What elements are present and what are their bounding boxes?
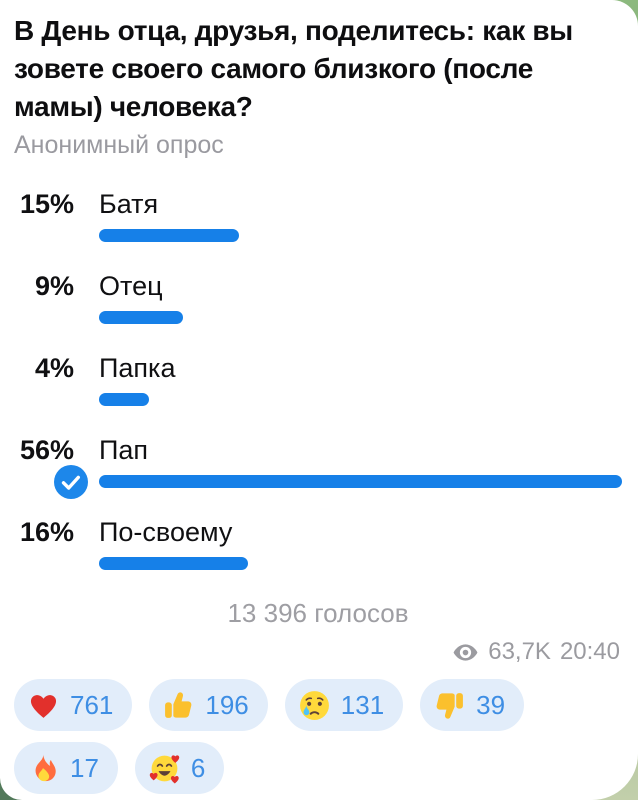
reaction-count: 6 xyxy=(190,752,206,783)
option-label: Пап xyxy=(99,435,149,465)
poll-option-row[interactable]: 15% Батя xyxy=(14,189,622,242)
reaction-count: 17 xyxy=(70,752,99,783)
option-result-bar xyxy=(99,393,149,406)
views-count: 63,7K xyxy=(488,638,551,665)
poll-option-row[interactable]: 4% Папка xyxy=(14,353,622,406)
option-percent: 15% xyxy=(19,189,74,219)
poll-option-row[interactable]: 16% По-своему xyxy=(14,517,622,570)
option-bar-row xyxy=(99,311,622,324)
poll-option-row[interactable]: 56% Пап xyxy=(14,435,622,499)
option-result-bar xyxy=(99,229,240,242)
fire-emoji xyxy=(35,753,56,781)
thumbs-up-emoji xyxy=(165,691,192,718)
reaction-pill[interactable]: 17 xyxy=(14,742,118,794)
reaction-pill[interactable]: 39 xyxy=(420,679,525,731)
reaction-count: 196 xyxy=(205,689,249,720)
crying-face-emoji xyxy=(299,690,329,720)
option-label: Папка xyxy=(99,353,176,383)
reaction-pill[interactable]: 131 xyxy=(284,679,404,731)
option-percent: 56% xyxy=(19,435,74,465)
option-percent: 16% xyxy=(19,517,74,547)
reaction-pill[interactable]: 196 xyxy=(149,679,268,731)
option-result-bar xyxy=(99,475,622,488)
poll-question: В День отца, друзья, поделитесь: как вы … xyxy=(14,15,573,122)
poll-option-row[interactable]: 9% Отец xyxy=(14,271,622,324)
poll-options: 15% Батя 9% Отец 4% Папка xyxy=(14,189,622,570)
option-percent: 4% xyxy=(34,353,74,383)
option-result-bar xyxy=(99,311,184,324)
smiling-face-with-hearts-emoji xyxy=(149,754,180,783)
option-bar-row xyxy=(54,465,622,499)
option-label: Батя xyxy=(99,189,159,219)
poll-votes-count: 13 396 голосов xyxy=(227,598,409,628)
option-label: По-своему xyxy=(99,517,233,547)
voted-check-icon xyxy=(54,465,88,499)
option-label: Отец xyxy=(99,271,163,301)
poll-type-label: Анонимный опрос xyxy=(14,131,224,159)
option-percent: 9% xyxy=(34,271,74,301)
reactions-bar: 761 196 131 39 17 6 xyxy=(14,679,622,794)
option-bar-row xyxy=(99,557,622,570)
reaction-count: 131 xyxy=(340,689,385,720)
option-result-bar xyxy=(99,557,249,570)
reaction-count: 39 xyxy=(476,689,506,720)
thumbs-down-emoji xyxy=(436,692,464,719)
eye-icon xyxy=(453,643,478,661)
option-bar-row xyxy=(99,393,622,406)
heart-emoji xyxy=(30,694,57,718)
reaction-pill[interactable]: 761 xyxy=(14,679,133,731)
message-time: 20:40 xyxy=(559,638,620,665)
reaction-count: 761 xyxy=(70,689,114,720)
option-bar-row xyxy=(99,229,622,242)
reaction-pill[interactable]: 6 xyxy=(134,742,225,794)
message-meta: 63,7K 20:40 xyxy=(14,638,622,666)
